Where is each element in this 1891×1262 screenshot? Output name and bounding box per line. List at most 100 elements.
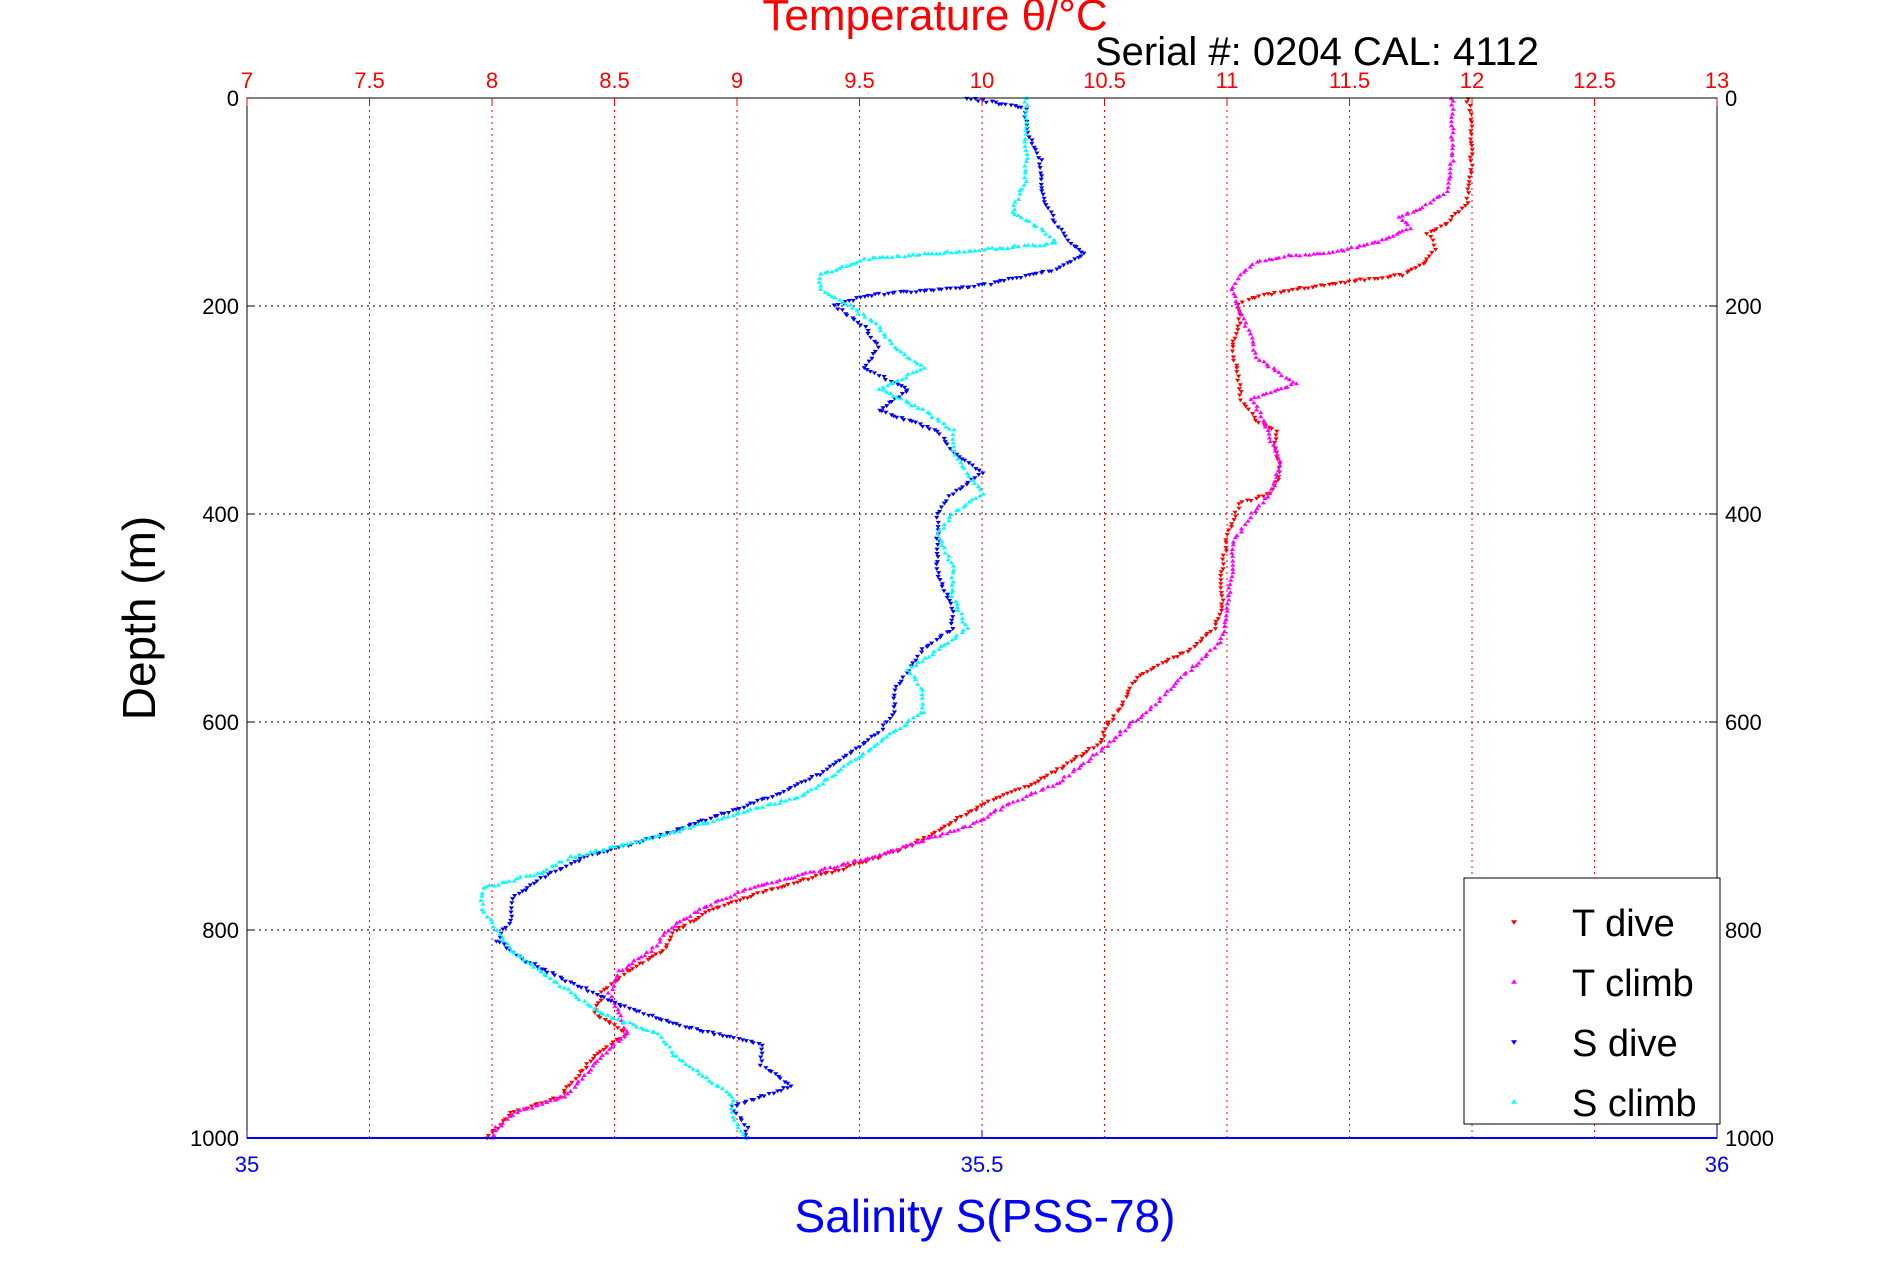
data-point: [1218, 570, 1224, 575]
data-point: [1288, 382, 1294, 387]
data-point: [1248, 397, 1254, 401]
data-point: [950, 627, 956, 631]
data-point: [608, 982, 614, 987]
data-point: [1198, 639, 1204, 644]
data-point: [1155, 663, 1161, 668]
data-point: [1233, 301, 1240, 306]
data-point: [552, 1097, 559, 1102]
data-point: [950, 570, 956, 575]
data-point: [957, 487, 963, 492]
data-point: [858, 753, 864, 758]
data-point: [604, 986, 610, 991]
data-point: [630, 1022, 637, 1026]
data-point: [599, 848, 605, 852]
data-point: [726, 1092, 733, 1097]
data-point: [666, 928, 672, 933]
data-point: [1265, 494, 1271, 499]
data-point: [687, 920, 693, 925]
data-point: [1218, 608, 1225, 613]
data-point: [1262, 496, 1268, 501]
data-point: [948, 560, 955, 565]
data-point: [726, 901, 732, 906]
data-point: [631, 958, 637, 963]
data-point: [1050, 213, 1056, 218]
data-point: [1297, 285, 1303, 290]
data-point: [953, 250, 959, 255]
data-point: [1148, 667, 1155, 672]
data-point: [582, 998, 588, 1003]
data-point: [792, 796, 798, 801]
data-point: [521, 957, 527, 962]
data-point: [914, 654, 921, 659]
data-point: [721, 903, 728, 908]
data-point: [664, 943, 670, 948]
data-point: [818, 271, 824, 276]
data-point: [937, 833, 943, 838]
data-point: [1232, 281, 1238, 286]
data-point: [1045, 784, 1051, 789]
data-point: [976, 248, 983, 253]
data-point: [942, 824, 948, 829]
data-point: [638, 1025, 644, 1030]
data-point: [576, 997, 582, 1002]
data-point: [867, 746, 874, 751]
data-point: [1338, 247, 1345, 252]
data-point: [1115, 709, 1121, 714]
data-point: [697, 1028, 703, 1033]
data-point: [1023, 273, 1029, 278]
data-point: [533, 1103, 539, 1108]
data-point: [920, 406, 926, 411]
data-point: [1122, 728, 1128, 733]
data-point: [1399, 213, 1405, 218]
data-point: [795, 880, 801, 885]
data-point: [941, 642, 947, 647]
data-point: [894, 347, 900, 352]
data-point: [1023, 159, 1030, 163]
data-point: [853, 260, 859, 265]
data-point: [1446, 176, 1452, 181]
data-point: [997, 245, 1003, 250]
data-point: [1022, 168, 1029, 173]
data-point: [857, 323, 864, 328]
data-point: [1469, 124, 1475, 129]
data-point: [957, 286, 963, 291]
data-point: [1032, 790, 1038, 795]
data-point: [1014, 276, 1020, 281]
data-point: [710, 819, 716, 824]
data-point: [740, 1132, 746, 1137]
data-point: [1250, 339, 1256, 344]
data-point: [1306, 252, 1312, 257]
data-point: [951, 444, 957, 449]
data-point: [866, 359, 872, 364]
data-point: [608, 847, 614, 852]
data-point: [948, 512, 955, 517]
data-point: [1450, 126, 1457, 131]
data-point: [1156, 699, 1163, 704]
data-point: [620, 1029, 626, 1034]
data-point: [731, 1117, 737, 1122]
data-point: [941, 522, 947, 527]
data-point: [884, 254, 890, 259]
data-point: [564, 1091, 571, 1096]
data-point: [1038, 177, 1044, 182]
data-point: [870, 255, 876, 260]
data-point: [733, 1111, 739, 1116]
data-point: [1318, 283, 1324, 288]
data-point: [743, 1039, 749, 1044]
data-point: [880, 723, 886, 728]
data-point: [853, 746, 859, 751]
data-point: [1220, 632, 1226, 637]
data-point: [730, 1036, 737, 1041]
data-point: [891, 710, 898, 715]
data-point: [567, 1089, 574, 1093]
data-point: [730, 1114, 736, 1119]
data-point: [776, 800, 783, 805]
data-point: [829, 294, 835, 299]
data-point: [1230, 342, 1236, 347]
data-point: [1241, 402, 1247, 407]
data-point: [932, 830, 938, 835]
data-point: [894, 415, 900, 420]
data-point: [598, 998, 604, 1003]
data-point: [1229, 349, 1236, 354]
data-point: [898, 396, 904, 401]
